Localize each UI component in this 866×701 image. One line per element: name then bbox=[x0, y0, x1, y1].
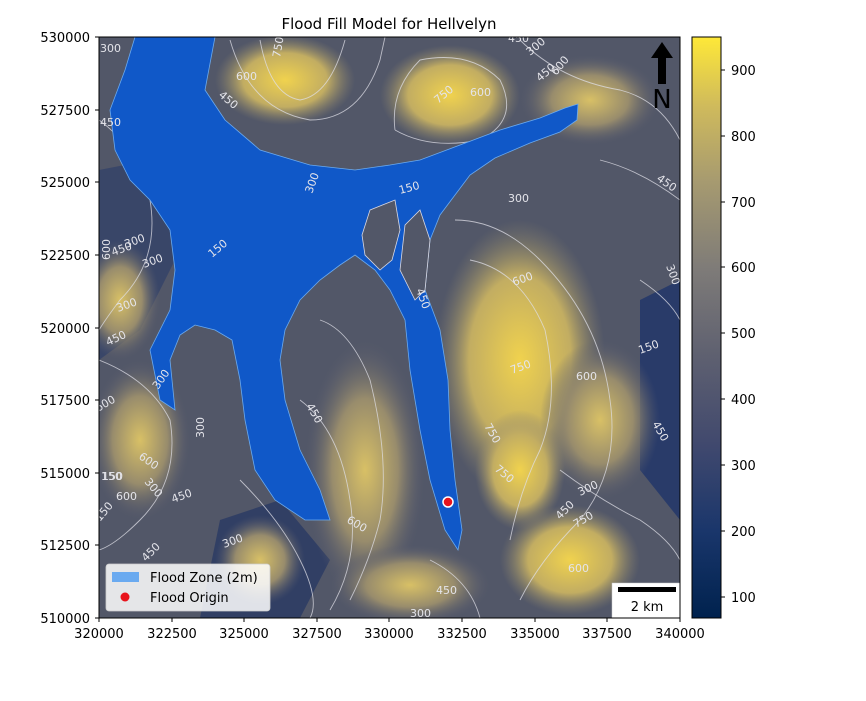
highland-se bbox=[500, 505, 640, 615]
colorbar-tick-label: 700 bbox=[731, 196, 756, 211]
x-tick-label: 330000 bbox=[364, 627, 414, 642]
contour-label: 450 bbox=[436, 584, 457, 597]
x-tick-label: 325000 bbox=[219, 627, 269, 642]
contour-label: 450 bbox=[100, 116, 121, 129]
colorbar-tick-marks bbox=[721, 69, 725, 598]
y-tick-label: 517500 bbox=[40, 394, 90, 409]
colorbar-tick-label: 100 bbox=[731, 591, 756, 606]
chart-title: Flood Fill Model for Hellvelyn bbox=[282, 15, 497, 33]
north-arrow: N bbox=[651, 42, 673, 115]
y-tick-marks bbox=[95, 36, 99, 619]
x-tick-label: 320000 bbox=[74, 627, 124, 642]
x-tick-label: 335000 bbox=[510, 627, 560, 642]
colorbar: 900 800 700 600 500 400 300 200 100 bbox=[691, 36, 756, 619]
highland-center bbox=[305, 340, 425, 600]
y-tick-label: 515000 bbox=[40, 467, 90, 482]
scale-bar-label: 2 km bbox=[631, 600, 664, 615]
north-label: N bbox=[652, 85, 671, 115]
x-tick-marks bbox=[98, 618, 681, 622]
legend: Flood Zone (2m) Flood Origin bbox=[105, 563, 271, 612]
legend-flood-zone-swatch bbox=[112, 572, 139, 582]
y-tick-label: 525000 bbox=[40, 176, 90, 191]
x-tick-label: 337500 bbox=[582, 627, 632, 642]
colorbar-tick-label: 200 bbox=[731, 525, 756, 540]
highland-nw bbox=[215, 37, 355, 125]
y-tick-label: 530000 bbox=[40, 31, 90, 46]
highland-se2 bbox=[475, 410, 565, 530]
flood-zone bbox=[109, 37, 579, 552]
legend-label: Flood Zone (2m) bbox=[150, 571, 258, 586]
contour-label: 300 bbox=[410, 607, 431, 620]
scale-bar-line bbox=[618, 587, 676, 592]
y-tick-label: 512500 bbox=[40, 539, 90, 554]
x-tick-label: 340000 bbox=[655, 627, 705, 642]
contour-lines bbox=[99, 37, 680, 618]
colorbar-tick-label: 600 bbox=[731, 261, 756, 276]
y-tick-label: 527500 bbox=[40, 104, 90, 119]
contour-label: 450 bbox=[508, 32, 529, 45]
legend-box bbox=[105, 563, 271, 612]
contour-label: 750 bbox=[270, 36, 286, 59]
y-tick-label: 510000 bbox=[40, 612, 90, 627]
highland-west bbox=[99, 240, 160, 360]
contour-label: 600 bbox=[576, 370, 597, 383]
contour-label: 150 bbox=[102, 470, 123, 483]
y-tick-label: 522500 bbox=[40, 249, 90, 264]
north-arrow-icon bbox=[651, 42, 673, 84]
contour-label: 150 bbox=[101, 470, 122, 483]
contour-label: 600 bbox=[100, 239, 113, 260]
colorbar-tick-label: 300 bbox=[731, 459, 756, 474]
x-tick-label: 332500 bbox=[437, 627, 487, 642]
x-axis: 320000 322500 325000 327500 330000 33250… bbox=[74, 618, 705, 642]
contour-label: 300 bbox=[508, 192, 529, 205]
y-tick-label: 520000 bbox=[40, 322, 90, 337]
contour-label: 600 bbox=[116, 490, 137, 503]
colorbar-tick-label: 500 bbox=[731, 327, 756, 342]
contour-label: 300 bbox=[194, 417, 207, 438]
legend-label: Flood Origin bbox=[150, 591, 229, 606]
highland-north bbox=[380, 45, 520, 145]
contour-label: 600 bbox=[236, 70, 257, 83]
legend-origin-swatch bbox=[120, 592, 130, 602]
scale-bar: 2 km bbox=[611, 582, 680, 618]
colorbar-tick-label: 900 bbox=[731, 64, 756, 79]
x-tick-label: 327500 bbox=[292, 627, 342, 642]
colorbar-gradient bbox=[691, 36, 722, 619]
highland-east2 bbox=[540, 340, 660, 500]
x-tick-label: 322500 bbox=[147, 627, 197, 642]
flood-origin-marker bbox=[442, 496, 454, 508]
contour-label: 600 bbox=[568, 562, 589, 575]
colorbar-tick-label: 800 bbox=[731, 130, 756, 145]
map-panel: 300 750 450 600 450 450 150 300 600 750 … bbox=[99, 32, 680, 620]
highland-south bbox=[330, 545, 490, 618]
contour-label: 150 bbox=[397, 179, 421, 197]
colorbar-tick-label: 400 bbox=[731, 393, 756, 408]
contour-label: 300 bbox=[100, 42, 121, 55]
y-axis: 530000 527500 525000 522500 520000 51750… bbox=[40, 31, 99, 627]
contour-label: 600 bbox=[470, 86, 491, 99]
